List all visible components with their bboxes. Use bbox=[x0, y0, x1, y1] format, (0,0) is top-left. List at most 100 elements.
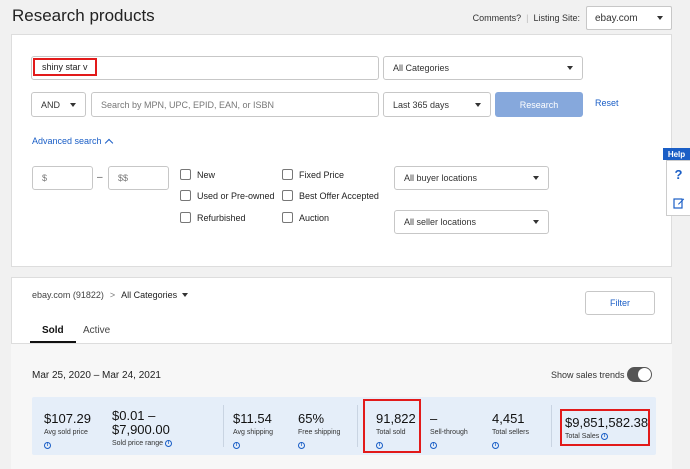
metric-label: Avg shipping bbox=[233, 429, 273, 436]
caret-down-icon bbox=[567, 66, 573, 70]
format-label: Best Offer Accepted bbox=[299, 190, 379, 201]
total-sales-highlight bbox=[560, 409, 650, 446]
metric-sold-price-range: $0.01 – $7,900.00 Sold price range i bbox=[112, 409, 172, 448]
tab-active[interactable]: Active bbox=[83, 325, 111, 336]
seller-locations-select[interactable]: All seller locations bbox=[394, 210, 549, 234]
metric-total-sellers: 4,451 Total sellers i bbox=[492, 412, 529, 455]
date-range: Mar 25, 2020 – Mar 24, 2021 bbox=[32, 370, 161, 381]
info-icon[interactable]: i bbox=[492, 442, 499, 450]
caret-down-icon bbox=[182, 293, 189, 297]
metric-value: 91,822 bbox=[376, 411, 416, 426]
condition-label: Used or Pre-owned bbox=[197, 190, 275, 201]
info-icon[interactable]: i bbox=[430, 442, 437, 450]
breadcrumb-site[interactable]: ebay.com (91822) bbox=[32, 290, 104, 300]
caret-down-icon bbox=[533, 176, 539, 180]
metric-value: 4,451 bbox=[492, 411, 525, 426]
metric-label: Total Sales bbox=[565, 433, 600, 440]
metrics-bar bbox=[32, 397, 656, 455]
format-best-offer-checkbox[interactable]: Best Offer Accepted bbox=[282, 190, 379, 201]
metric-value: – bbox=[430, 411, 438, 426]
condition-new-checkbox[interactable]: New bbox=[180, 169, 215, 180]
filter-button[interactable]: Filter bbox=[585, 291, 655, 315]
advanced-search-toggle[interactable]: Advanced search bbox=[32, 136, 113, 148]
condition-label: Refurbished bbox=[197, 212, 246, 223]
condition-label: New bbox=[197, 169, 216, 180]
header-separator: | bbox=[526, 13, 529, 23]
operator-select[interactable]: AND bbox=[31, 92, 86, 117]
toggle-knob bbox=[638, 368, 651, 381]
breadcrumb: ebay.com (91822) > All Categories bbox=[32, 290, 189, 300]
breadcrumb-category: All Categories bbox=[121, 290, 178, 300]
info-icon[interactable]: i bbox=[298, 442, 305, 450]
checkbox-box[interactable] bbox=[282, 212, 293, 223]
metric-avg-sold-price: $107.29 Avg sold price i bbox=[44, 412, 91, 455]
metrics-divider bbox=[357, 405, 358, 447]
edit-icon[interactable] bbox=[673, 196, 685, 214]
checkbox-box[interactable] bbox=[282, 169, 293, 180]
product-id-input[interactable]: Search by MPN, UPC, EPID, EAN, or ISBN bbox=[91, 92, 379, 117]
metric-value: $107.29 bbox=[44, 411, 91, 426]
caret-down-icon bbox=[657, 16, 663, 20]
caret-down-icon bbox=[533, 220, 539, 224]
help-icon[interactable]: ? bbox=[674, 167, 683, 182]
price-range-dash: – bbox=[97, 172, 103, 183]
condition-refurbished-checkbox[interactable]: Refurbished bbox=[180, 212, 246, 223]
breadcrumb-category-dropdown[interactable]: All Categories bbox=[121, 290, 189, 300]
metric-label-row: Total Sales i bbox=[565, 432, 648, 441]
sales-trends-toggle[interactable] bbox=[627, 367, 652, 382]
product-id-placeholder: Search by MPN, UPC, EPID, EAN, or ISBN bbox=[101, 99, 275, 110]
info-icon[interactable]: i bbox=[164, 439, 172, 447]
comments-link[interactable]: Comments? bbox=[472, 13, 522, 23]
caret-down-icon bbox=[475, 102, 481, 107]
checkbox-box[interactable] bbox=[180, 190, 191, 201]
metric-total-sold: 91,822 Total sold i bbox=[376, 412, 416, 455]
breadcrumb-separator: > bbox=[109, 290, 116, 300]
page-title: Research products bbox=[12, 6, 155, 25]
reset-link[interactable]: Reset bbox=[595, 98, 619, 108]
help-widget: ? bbox=[666, 160, 690, 216]
listing-site-select[interactable]: ebay.com bbox=[586, 6, 672, 30]
chevron-up-icon bbox=[104, 138, 113, 148]
metric-free-shipping: 65% Free shipping i bbox=[298, 412, 340, 455]
condition-used-checkbox[interactable]: Used or Pre-owned bbox=[180, 190, 275, 201]
info-icon[interactable]: i bbox=[233, 442, 240, 450]
info-icon[interactable]: i bbox=[44, 442, 51, 450]
checkbox-box[interactable] bbox=[282, 190, 293, 201]
checkbox-box[interactable] bbox=[180, 169, 191, 180]
research-button[interactable]: Research bbox=[495, 92, 583, 117]
metric-label: Total sold bbox=[376, 429, 406, 436]
period-select[interactable]: Last 365 days bbox=[383, 92, 491, 117]
buyer-locations-select[interactable]: All buyer locations bbox=[394, 166, 549, 190]
checkbox-box[interactable] bbox=[180, 212, 191, 223]
keyword-value: shiny star v bbox=[42, 62, 88, 72]
tab-sold[interactable]: Sold bbox=[42, 325, 64, 336]
listing-site-value: ebay.com bbox=[595, 12, 638, 24]
metric-label: Sold price range bbox=[112, 440, 163, 447]
min-price-input[interactable]: $ bbox=[32, 166, 93, 190]
max-price-input[interactable]: $$ bbox=[108, 166, 169, 190]
format-fixed-price-checkbox[interactable]: Fixed Price bbox=[282, 169, 344, 180]
info-icon[interactable]: i bbox=[601, 432, 609, 440]
metric-label: Free shipping bbox=[298, 429, 341, 436]
metric-sell-through: – Sell-through i bbox=[430, 412, 468, 455]
total-sold-highlight bbox=[363, 399, 421, 453]
period-value: Last 365 days bbox=[393, 99, 450, 110]
operator-value: AND bbox=[41, 99, 61, 110]
metric-value-line2: $7,900.00 bbox=[112, 422, 170, 437]
max-price-placeholder: $$ bbox=[118, 173, 129, 183]
help-tab[interactable]: Help bbox=[663, 148, 690, 160]
metric-total-sales: $9,851,582.38 Total Sales i bbox=[565, 416, 648, 441]
seller-locations-value: All seller locations bbox=[404, 217, 477, 227]
tabs-divider bbox=[11, 343, 672, 344]
category-select[interactable]: All Categories bbox=[383, 56, 583, 80]
keyword-value-highlight: shiny star v bbox=[33, 58, 97, 76]
metric-value: $9,851,582.38 bbox=[565, 415, 649, 430]
metric-label: Sell-through bbox=[430, 429, 468, 436]
info-icon[interactable]: i bbox=[376, 442, 383, 450]
format-auction-checkbox[interactable]: Auction bbox=[282, 212, 329, 223]
metric-label: Total sellers bbox=[492, 429, 529, 436]
min-price-placeholder: $ bbox=[42, 173, 48, 183]
metrics-divider bbox=[223, 405, 224, 447]
listing-site-label: Listing Site: bbox=[533, 13, 580, 23]
format-label: Fixed Price bbox=[299, 169, 345, 180]
